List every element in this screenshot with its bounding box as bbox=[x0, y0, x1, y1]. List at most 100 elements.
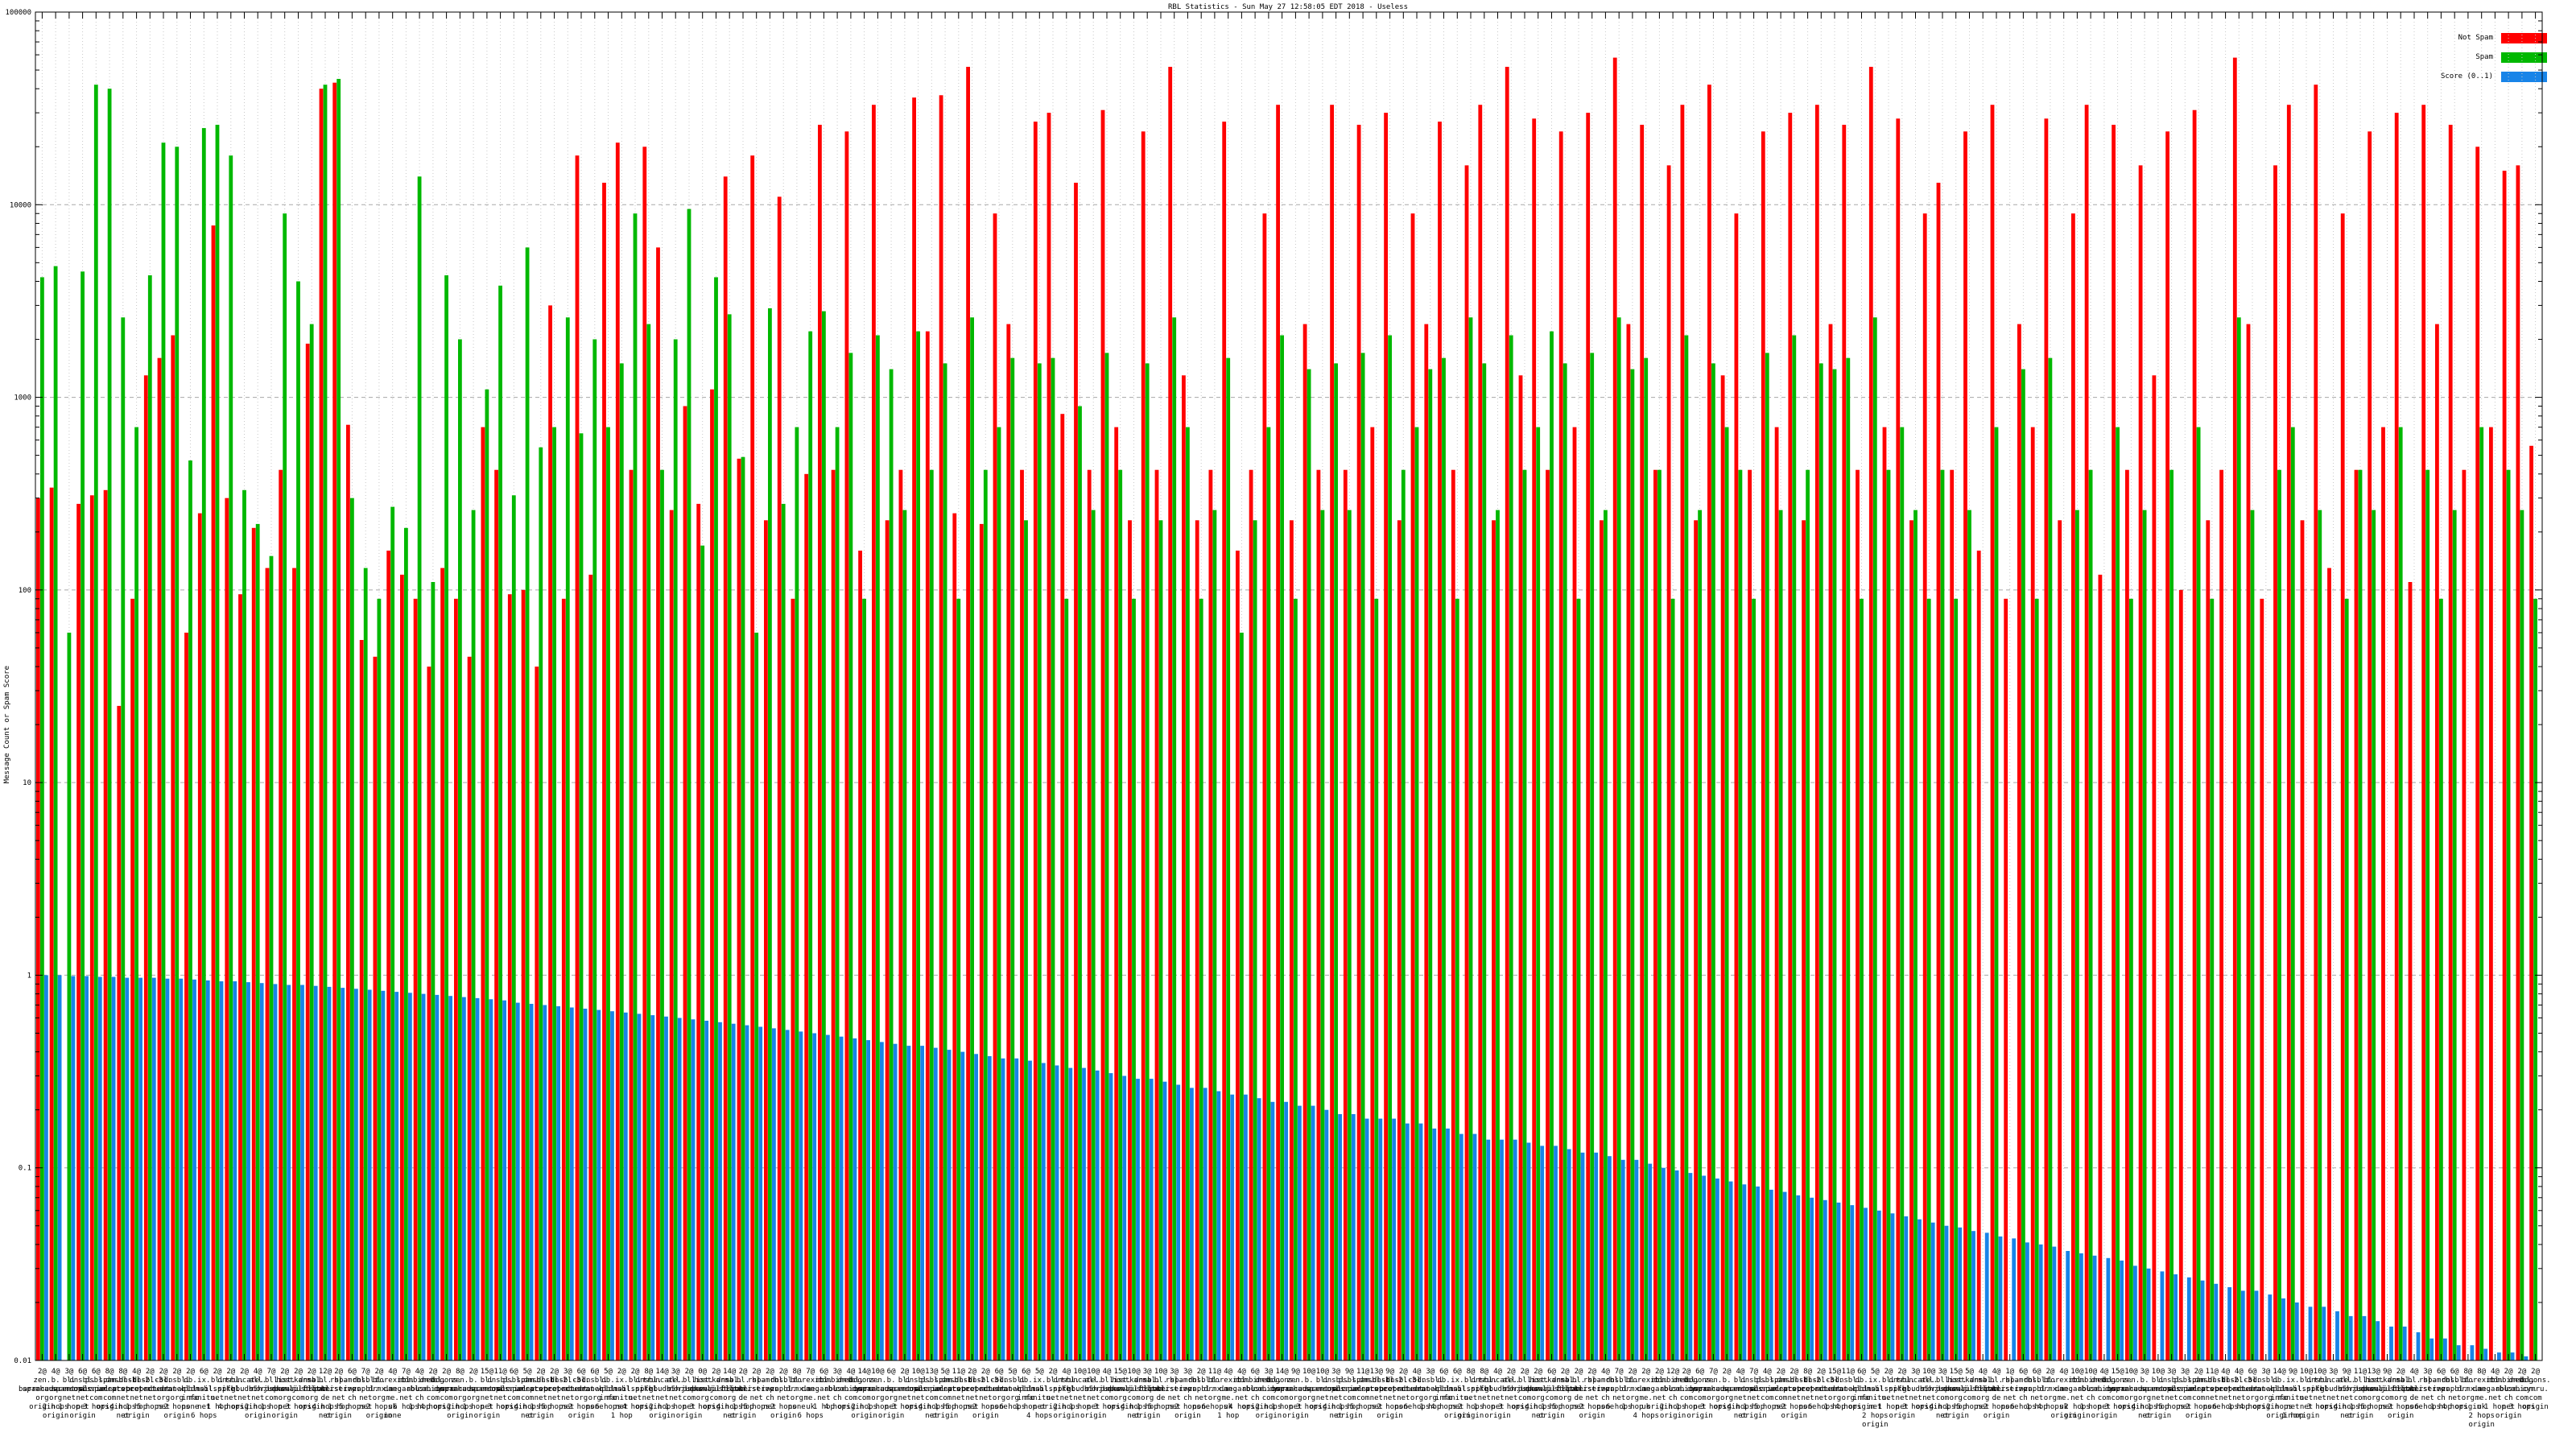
bar-score bbox=[381, 990, 386, 1360]
bar-spam bbox=[2021, 369, 2025, 1361]
x-tick-label-line: origin bbox=[2091, 1412, 2118, 1420]
x-tick-label-line: dnswl. bbox=[271, 1385, 298, 1393]
x-tick-label-line: dnsbl-1. bbox=[1777, 1377, 1811, 1385]
x-tick-label-line: org bbox=[2462, 1394, 2475, 1402]
bar-score bbox=[2335, 1311, 2339, 1360]
x-tick-label-line: dronebl. bbox=[577, 1385, 612, 1393]
x-tick-label-line: 5@ bbox=[1008, 1368, 1017, 1376]
bar-not-spam bbox=[1788, 113, 1793, 1361]
x-tick-label-line: interserver. bbox=[1566, 1385, 1618, 1393]
bar-not-spam bbox=[2394, 113, 2399, 1361]
bar-score bbox=[650, 1015, 655, 1360]
x-tick-label-line: 14@ bbox=[723, 1368, 737, 1376]
x-tick-label-line: net bbox=[1168, 1403, 1181, 1411]
x-tick-label: 6@ psbl. surriel. com origin bbox=[497, 1368, 531, 1411]
x-tick-label-line: origin bbox=[838, 1403, 865, 1411]
bar-score bbox=[745, 1025, 749, 1360]
x-tick-label-line: 4@ bbox=[132, 1368, 141, 1376]
x-tick-label: 4@ b. barracudacentral. org 2 hops origin bbox=[19, 1368, 93, 1420]
x-tick-label-line: net bbox=[2380, 1403, 2393, 1411]
bar-score bbox=[1984, 1232, 1989, 1360]
x-tick-label-line: interserver. bbox=[312, 1385, 365, 1393]
x-tick-label-line: 1 hop bbox=[1945, 1403, 1967, 1411]
bar-spam bbox=[727, 314, 732, 1360]
bar-not-spam bbox=[1492, 520, 1496, 1360]
bar-not-spam bbox=[1936, 183, 1941, 1360]
x-tick-label-line: de bbox=[1992, 1394, 2001, 1402]
x-tick-label: 6@ db. wpbl. info 4 hops bbox=[1430, 1368, 1457, 1411]
x-tick-label-line: origin bbox=[1174, 1412, 1201, 1420]
bar-not-spam bbox=[1128, 520, 1132, 1360]
x-tick-label-line: ix. bbox=[2286, 1377, 2299, 1385]
x-tick-label: 5@ hostkarma. junkemailfilter. com 5 hops bbox=[1934, 1368, 2004, 1411]
bar-not-spam bbox=[1694, 520, 1698, 1360]
x-tick-label: 5@ db. wpbl. info 6 hops bbox=[595, 1368, 621, 1411]
bar-not-spam bbox=[1033, 122, 1038, 1361]
x-tick-label-line: dronebl. bbox=[1413, 1385, 1447, 1393]
x-tick-label-line: 1 hop bbox=[463, 1403, 485, 1411]
x-tick-label-line: 2 hops bbox=[972, 1403, 999, 1411]
x-tick-label-line: net bbox=[2421, 1394, 2434, 1402]
x-tick-label-line: bl. bbox=[2044, 1377, 2057, 1385]
x-tick-label-line: net bbox=[777, 1394, 790, 1402]
x-tick-label-line: 10@ bbox=[1154, 1368, 1168, 1376]
x-tick-label-line: none bbox=[1192, 1403, 1210, 1411]
x-tick-label-line: 4 hops bbox=[919, 1403, 945, 1411]
x-tick-label: 2@ bl. drmx. org 1 hop bbox=[1621, 1368, 1643, 1411]
x-tick-label-line: uceprotect. bbox=[99, 1385, 147, 1393]
x-tick-label-line: 5 hops bbox=[541, 1403, 568, 1411]
bar-spam bbox=[147, 275, 152, 1360]
bar-not-spam bbox=[2246, 324, 2251, 1361]
bar-not-spam bbox=[2206, 520, 2211, 1360]
x-tick-label-line: spam. bbox=[2188, 1377, 2210, 1385]
bar-spam bbox=[188, 460, 192, 1360]
x-tick-label-line: bl. bbox=[1626, 1377, 1639, 1385]
x-tick-label-line: 2 hops bbox=[1984, 1403, 2010, 1411]
x-tick-label-line: dnsbl. bbox=[191, 1385, 217, 1393]
bar-score bbox=[2308, 1307, 2313, 1360]
bar-score bbox=[57, 975, 62, 1360]
x-tick-label: 2@ dnsbl. zapbl. net none bbox=[1188, 1368, 1215, 1411]
x-tick-label-line: dnsbl. bbox=[69, 1377, 96, 1385]
x-tick-label-line: origin bbox=[878, 1412, 905, 1420]
x-tick-label-line: 3@ bbox=[1183, 1368, 1192, 1376]
x-tick-label-line: uceprotect. bbox=[1352, 1385, 1401, 1393]
bar-spam bbox=[485, 389, 489, 1361]
bar-not-spam bbox=[1074, 183, 1078, 1360]
x-tick-label-line: org bbox=[373, 1394, 386, 1402]
x-tick-label-line: interserver. bbox=[730, 1385, 782, 1393]
bar-score bbox=[1041, 1063, 1046, 1360]
x-tick-label-line: me. bbox=[1222, 1394, 1235, 1402]
x-tick-label: 4@ torexit. dan. me. uk 1 hop bbox=[1211, 1368, 1245, 1420]
x-tick-label-line: 4@ bbox=[2410, 1368, 2419, 1376]
bar-spam bbox=[1860, 598, 1864, 1360]
x-tick-label-line: 5 hops bbox=[1754, 1403, 1781, 1411]
x-tick-label-line: surriel. bbox=[1332, 1385, 1367, 1393]
x-tick-label: 2@ b. barracudacentral. org origin bbox=[1690, 1368, 1764, 1411]
bar-score bbox=[1418, 1123, 1423, 1360]
x-tick-label-line: cymru. bbox=[2522, 1385, 2549, 1393]
x-tick-label-line: net bbox=[76, 1394, 89, 1402]
x-tick-label-line: origin bbox=[43, 1412, 69, 1420]
bar-score bbox=[1149, 1079, 1154, 1360]
x-tick-label-line: origin bbox=[1282, 1412, 1309, 1420]
x-tick-label-line: bl. bbox=[1316, 1377, 1329, 1385]
x-tick-label-line: spamhaus. bbox=[23, 1385, 62, 1393]
x-tick-label: 8@ dnsbl. spfbl. net 1 hop bbox=[1472, 1368, 1498, 1411]
bar-spam bbox=[2520, 510, 2524, 1360]
x-tick-label-line: truncate. bbox=[225, 1377, 264, 1385]
bars bbox=[36, 57, 2537, 1361]
x-tick-label-line: 2@ bbox=[2046, 1368, 2054, 1376]
x-tick-label-line: 6@ bbox=[995, 1368, 1004, 1376]
x-tick-label-line: abuse. bbox=[1242, 1385, 1269, 1393]
x-tick-label-line: 4 hops bbox=[420, 1403, 447, 1411]
bar-spam bbox=[1954, 598, 1959, 1360]
x-tick-label-line: dnsbl. bbox=[1418, 1377, 1444, 1385]
x-tick-label-line: net bbox=[2448, 1394, 2461, 1402]
x-tick-label: 2@ list. dnswl. org 4 hops net bbox=[1525, 1368, 1551, 1420]
bar-not-spam bbox=[305, 343, 310, 1360]
y-tick-label: 0.01 bbox=[14, 1357, 31, 1365]
x-tick-label-line: combined. bbox=[2489, 1377, 2529, 1385]
bar-score bbox=[192, 979, 196, 1360]
x-tick-label-line: com bbox=[1545, 1394, 1558, 1402]
